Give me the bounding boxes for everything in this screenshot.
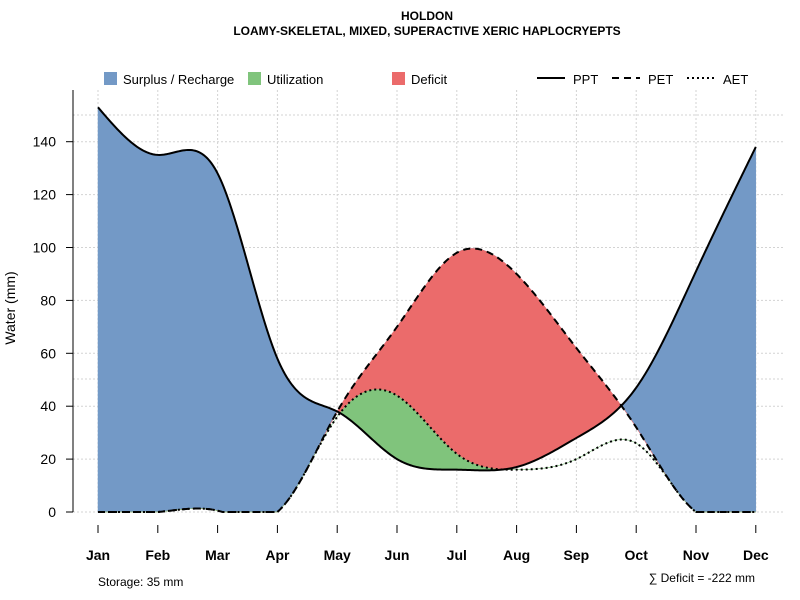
legend-label-deficit: Deficit (411, 72, 448, 87)
pet-line (98, 247, 756, 513)
x-tick-label: May (324, 547, 351, 563)
storage-note: Storage: 35 mm (98, 575, 183, 589)
y-tick-label: 0 (48, 504, 56, 520)
x-tick-label: Oct (625, 547, 649, 563)
legend-label-aet: AET (723, 72, 748, 87)
x-tick-label: Apr (265, 547, 290, 563)
x-tick-label: Mar (205, 547, 230, 563)
x-tick-label: Dec (743, 547, 769, 563)
legend-swatch-utilization (248, 72, 261, 85)
y-tick-label: 120 (33, 187, 57, 203)
legend-label-utilization: Utilization (267, 72, 323, 87)
legend-label-surplus: Surplus / Recharge (123, 72, 234, 87)
legend: Surplus / Recharge Utilization Deficit P… (104, 72, 748, 87)
legend-swatch-deficit (392, 72, 405, 85)
x-tick-label: Aug (503, 547, 530, 563)
x-tick-label: Nov (683, 547, 710, 563)
deficit-note: ∑ Deficit = -222 mm (649, 571, 755, 585)
axes: 0 20 40 60 80 100 120 140 Jan Feb Mar Apr May Jun Jul A… (33, 90, 769, 563)
chart-title: HOLDON (401, 9, 453, 23)
y-tick-label: 60 (40, 345, 56, 361)
y-tick-label: 40 (40, 398, 56, 414)
legend-label-pet: PET (648, 72, 673, 87)
x-tick-label: Jan (86, 547, 110, 563)
ppt-line (97, 106, 757, 472)
series-lines (97, 106, 757, 513)
y-tick-label: 100 (33, 240, 57, 256)
aet-line (98, 388, 756, 513)
y-tick-label: 140 (33, 134, 57, 150)
x-tick-label: Jul (447, 547, 467, 563)
areas (97, 106, 757, 513)
x-tick-label: Feb (145, 547, 170, 563)
legend-label-ppt: PPT (573, 72, 598, 87)
chart-subtitle: LOAMY-SKELETAL, MIXED, SUPERACTIVE XERIC… (233, 24, 620, 38)
x-tick-label: Sep (564, 547, 590, 563)
y-tick-label: 20 (40, 451, 56, 467)
y-axis-label: Water (mm) (2, 271, 18, 344)
x-tick-label: Jun (385, 547, 410, 563)
y-tick-label: 80 (40, 292, 56, 308)
legend-swatch-surplus (104, 72, 117, 85)
